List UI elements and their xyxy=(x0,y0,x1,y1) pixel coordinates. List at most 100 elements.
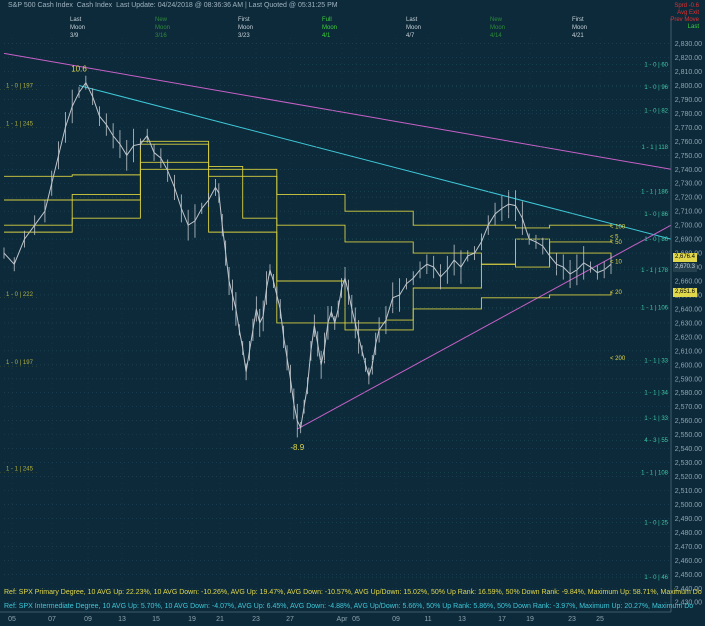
y-tick-label: 2,570.00 xyxy=(675,404,702,411)
moving-average-layer xyxy=(4,140,612,331)
trendline xyxy=(3,52,672,170)
level-label-left: 1 - 0 | 197 xyxy=(6,84,34,90)
level-label-right: 1 - 0 | 46 xyxy=(644,575,668,581)
chart-title: S&P 500 Cash Index xyxy=(8,2,73,9)
x-tick-label: Apr xyxy=(337,616,349,623)
level-label-right: 1 - 1 | 108 xyxy=(641,470,669,476)
moon-phase-label: Moon xyxy=(322,25,338,31)
y-tick-label: 2,640.00 xyxy=(675,306,702,313)
ma-label: < 5 xyxy=(610,234,619,240)
label-layer: 1 - 0 | 197 1 - 1 | 245 1 - 0 | 222 1 - 0 |… xyxy=(0,63,671,581)
moon-phase-label: Moon xyxy=(155,25,171,31)
y-tick-label: 2,470.00 xyxy=(675,544,702,551)
moon-phase-date: 4/1 xyxy=(322,33,331,39)
y-tick-label: 2,600.00 xyxy=(675,362,702,369)
price-quote-tag: 2,670.3 xyxy=(673,262,698,272)
y-tick-label: 2,440.00 xyxy=(675,586,702,593)
footer-intermediate-degree: Ref: SPX Intermediate Degree, 10 AVG Up:… xyxy=(4,603,693,610)
moon-phase-item: New Moon 3/16 xyxy=(155,16,170,40)
level-label-right: 4 - 3 | 55 xyxy=(644,438,668,444)
y-tick-label: 2,580.00 xyxy=(675,390,702,397)
x-tick-label: 15 xyxy=(152,616,160,623)
y-tick-label: 2,480.00 xyxy=(675,530,702,537)
moon-phase-date: 3/23 xyxy=(238,33,250,39)
level-label-left: 1 - 0 | 197 xyxy=(6,360,34,366)
price-series-line xyxy=(3,81,612,430)
x-tick-label: 09 xyxy=(84,616,92,623)
moon-phase-phase: Last xyxy=(70,17,82,23)
y-tick-label: 2,610.00 xyxy=(675,348,702,355)
y-tick-label: 2,620.00 xyxy=(675,334,702,341)
x-tick-label: 23 xyxy=(252,616,260,623)
annotation-label: 10.6 xyxy=(71,65,87,74)
legend-box-entry: Avg Exit xyxy=(677,10,699,16)
level-label-right: 1 - 0 | 86 xyxy=(644,237,668,243)
moon-phase-item: Last Moon 4/7 xyxy=(406,16,421,40)
y-tick-label: 2,520.00 xyxy=(675,474,702,481)
price-series-layer xyxy=(3,75,612,438)
moon-phase-item: New Moon 4/14 xyxy=(490,16,505,40)
chart-subtitle: Cash Index xyxy=(76,2,113,9)
moon-phase-phase: New xyxy=(155,17,168,23)
x-tick-label: 13 xyxy=(118,616,126,623)
ma-label: < 10 xyxy=(610,259,623,265)
moon-phase-date: 3/9 xyxy=(70,33,79,39)
x-tick-label: 07 xyxy=(48,616,56,623)
level-label-right: 1 - 0 | 25 xyxy=(644,521,668,527)
last-quoted-label: Last Quoted @ xyxy=(248,2,296,9)
moon-phase-phase: First xyxy=(238,17,250,23)
moon-phase-label: Moon xyxy=(490,25,506,31)
moon-phase-phase: Last xyxy=(406,17,418,23)
moon-phase-item: First Moon 3/23 xyxy=(238,16,253,40)
y-tick-label: 2,510.00 xyxy=(675,488,702,495)
moon-phase-item: First Moon 4/21 xyxy=(572,16,587,40)
x-tick-label: 13 xyxy=(458,616,466,623)
y-tick-label: 2,500.00 xyxy=(675,502,702,509)
y-tick-label: 2,490.00 xyxy=(675,516,702,523)
level-label-right: 1 - 1 | 186 xyxy=(641,190,669,196)
y-tick-label: 2,460.00 xyxy=(675,558,702,565)
level-label-right: 1 - 1 | 34 xyxy=(644,391,668,397)
legend-box-entry: Prev Move xyxy=(670,17,699,23)
y-tick-label: 2,560.00 xyxy=(675,418,702,425)
moon-phase-label: Moon xyxy=(70,25,86,31)
y-tick-label: 2,700.00 xyxy=(675,223,702,230)
x-tick-label: 11 xyxy=(424,616,431,623)
moon-phase-item: Last Moon 3/9 xyxy=(70,16,85,40)
level-label-right: 1 - 0 | 60 xyxy=(644,63,668,69)
y-tick-label: 2,450.00 xyxy=(675,572,702,579)
level-label-right: 1 - 0 | 96 xyxy=(644,85,668,91)
level-label-right: 1 - 0 | 86 xyxy=(644,212,668,218)
level-label-right: 1 - 1 | 33 xyxy=(644,416,668,422)
level-label-right: 1 - 1 | 178 xyxy=(641,268,669,274)
moon-phase-date: 4/14 xyxy=(490,33,502,39)
y-tick-label: 2,730.00 xyxy=(675,181,702,188)
y-tick-label: 2,660.00 xyxy=(675,279,702,286)
moon-phase-label: Moon xyxy=(406,25,422,31)
y-tick-label: 2,740.00 xyxy=(675,167,702,174)
ma-label: < 100 xyxy=(610,225,626,231)
moon-phase-date: 3/16 xyxy=(155,33,167,39)
moon-phase-label: Moon xyxy=(572,25,588,31)
footer-primary-text: Ref: SPX Primary Degree, 10 AVG Up: 22.2… xyxy=(4,589,702,596)
legend-box-entry: Sprd -0.6 xyxy=(674,3,699,9)
y-tick-label: 2,690.00 xyxy=(675,237,702,244)
moon-phase-item: Full Moon 4/1 xyxy=(322,16,337,40)
trendline xyxy=(297,224,672,430)
annotation-label: -8.9 xyxy=(290,443,304,452)
x-tick-label: 27 xyxy=(286,616,294,623)
level-label-right: 1 - 1 | 118 xyxy=(642,145,669,151)
price-quote-tag: 2,651.6 xyxy=(673,287,698,297)
trendline-layer xyxy=(3,52,672,430)
footer-intermediate-text: Ref: SPX Intermediate Degree, 10 AVG Up:… xyxy=(4,603,694,610)
x-tick-label: 19 xyxy=(188,616,196,623)
y-tick-label: 2,630.00 xyxy=(675,320,702,327)
level-label-right: 1 - 0 | 82 xyxy=(644,109,668,115)
y-tick-label: 2,750.00 xyxy=(675,153,702,160)
x-tick-label: 05 xyxy=(352,616,360,623)
chart-header: S&P 500 Cash Index Cash Index Last Updat… xyxy=(8,2,338,9)
y-tick-label: 2,710.00 xyxy=(675,209,702,216)
legend-box: Sprd -0.6 Avg Exit Prev Move Last xyxy=(670,3,699,31)
y-tick-label: 2,770.00 xyxy=(675,125,702,132)
x-tick-label: 17 xyxy=(498,616,506,623)
